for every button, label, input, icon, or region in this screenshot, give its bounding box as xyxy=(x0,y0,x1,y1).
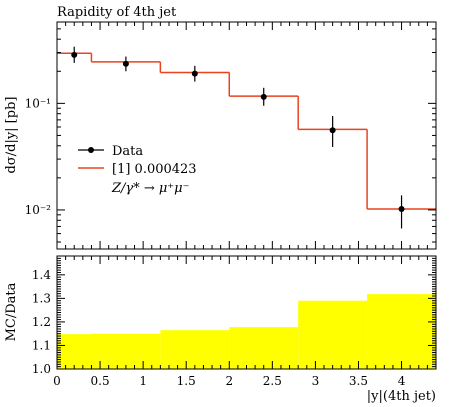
data-point-3 xyxy=(260,93,267,100)
data-points xyxy=(71,46,405,229)
main-ylabel: dσ/d|y| [pb] xyxy=(4,97,19,174)
data-point-0 xyxy=(71,51,78,58)
main-axis-ticks: 10⁻¹ 10⁻² xyxy=(25,22,437,249)
ratio-ytick-label: 1.1 xyxy=(32,338,51,352)
ratio-xtick-label: 4 xyxy=(398,374,406,388)
main-panel: 10⁻¹ 10⁻² dσ/d|y| [pb] xyxy=(4,21,437,250)
ratio-xtick-label: 3.5 xyxy=(349,374,368,388)
ratio-xtick-label: 1 xyxy=(139,374,147,388)
ratio-band-bin-5 xyxy=(367,294,436,369)
ratio-xtick-label: 3 xyxy=(312,374,320,388)
main-ytick-label: 10⁻¹ xyxy=(25,96,51,110)
legend-mc-label: [1] 0.000423 xyxy=(112,162,197,177)
ratio-band-bin-4 xyxy=(298,300,368,369)
data-point-5 xyxy=(398,206,405,213)
legend-data-label: Data xyxy=(112,144,143,159)
data-point-1 xyxy=(122,60,129,67)
data-point-4 xyxy=(329,127,336,134)
ratio-ylabel: MC/Data xyxy=(4,282,19,341)
ratio-band-bin-0 xyxy=(57,334,92,369)
ratio-xtick-label: 1.5 xyxy=(177,374,196,388)
ratio-band-bin-2 xyxy=(160,330,230,369)
ratio-xlabel: |y|(4th jet) xyxy=(367,389,436,404)
ratio-xtick-label: 0.5 xyxy=(91,374,110,388)
legend-process-label: Z/γ* → μ⁺μ⁻ xyxy=(111,181,189,196)
legend: Data [1] 0.000423 Z/γ* → μ⁺μ⁻ xyxy=(78,144,197,196)
ratio-band xyxy=(57,294,436,369)
main-frame xyxy=(56,21,437,250)
legend-data-marker xyxy=(88,147,94,153)
ratio-ytick-label: 1.2 xyxy=(32,315,51,329)
ratio-panel: 1.0 1.1 1.2 1.3 1.4 0 0.5 1 1.5 2 2.5 3 3.5 4 MC/Data… xyxy=(4,255,437,404)
chart-title: Rapidity of 4th jet xyxy=(57,5,177,20)
main-ytick-label: 10⁻² xyxy=(25,203,52,217)
ratio-ytick-label: 1.3 xyxy=(32,291,51,305)
data-point-2 xyxy=(191,70,198,77)
ratio-xtick-label: 0 xyxy=(53,374,61,388)
ratio-xtick-label: 2 xyxy=(225,374,233,388)
ratio-frame xyxy=(56,255,437,370)
ratio-xtick-label: 2.5 xyxy=(263,374,282,388)
ratio-band-bin-3 xyxy=(229,327,299,369)
ratio-ytick-label: 1.0 xyxy=(32,362,51,376)
ratio-ytick-label: 1.4 xyxy=(32,268,51,282)
ratio-band-bin-1 xyxy=(91,333,161,369)
